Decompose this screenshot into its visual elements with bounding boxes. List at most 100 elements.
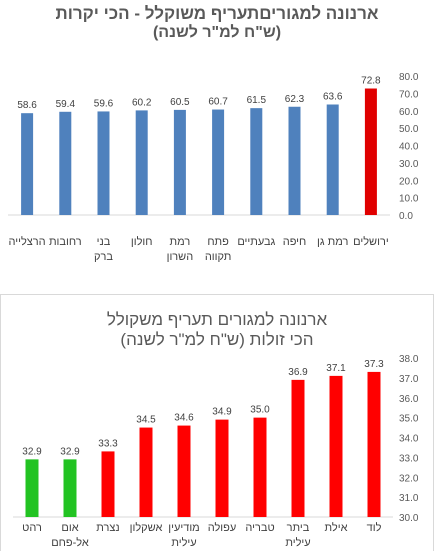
y-tick-label: 70.0 — [399, 89, 419, 100]
bar — [59, 111, 72, 215]
y-tick-label: 20.0 — [399, 176, 419, 187]
category-label-line: מודיעין — [168, 522, 200, 534]
bar — [367, 371, 381, 517]
data-label: 61.5 — [247, 95, 267, 106]
category-label-line: רחובות — [49, 236, 82, 248]
category-label: עפולה — [208, 521, 237, 534]
category-label-line: הרצלייה — [9, 235, 46, 248]
category-label-line: לוד — [367, 521, 382, 534]
chart-subtitle: הכי זולות (ש"ח למ"ר לשנה) — [120, 330, 314, 349]
chart-title: ארנונה למגוריםתעריף משוקלל - הכי יקרות — [55, 4, 379, 23]
y-tick-label: 36.0 — [399, 394, 419, 405]
y-tick-label: 80.0 — [399, 72, 419, 83]
category-label-line: פתח — [207, 236, 229, 248]
data-label: 63.6 — [323, 91, 343, 102]
category-label-line: רמת גן — [317, 236, 348, 248]
chart-plot-area: 30.0 31.0 32.0 33.0 34.0 35.0 36.0 37.0 38.0 37.3… — [13, 354, 419, 549]
y-tick-label: 10.0 — [399, 194, 419, 205]
chart-most-expensive: ארנונה למגוריםתעריף משוקלל - הכי יקרות (… — [8, 4, 419, 263]
bar — [25, 459, 39, 517]
category-label-line: חולון — [131, 235, 153, 248]
data-label: 60.5 — [170, 97, 190, 108]
bar — [177, 425, 191, 517]
bar — [329, 375, 343, 517]
category-label: חולון — [131, 235, 153, 248]
data-label: 34.5 — [136, 415, 156, 426]
category-label: טבריה — [245, 522, 274, 534]
bar — [97, 111, 110, 215]
category-label: מודיעין עילית — [168, 522, 200, 549]
data-label: 34.9 — [212, 407, 232, 418]
bar — [291, 379, 305, 517]
chart-title: ארנונה למגורים תעריף משקולל — [106, 310, 328, 329]
category-label: אילת — [325, 521, 348, 534]
data-label: 59.6 — [94, 98, 114, 109]
data-label: 72.8 — [361, 76, 381, 87]
category-label-line: תקווה — [205, 251, 232, 263]
y-tick-label: 31.0 — [399, 493, 419, 504]
data-label: 62.3 — [285, 94, 305, 105]
bar — [21, 113, 34, 215]
data-label: 60.2 — [132, 97, 152, 108]
category-label: רהט — [22, 522, 42, 534]
data-label: 58.6 — [17, 100, 37, 111]
bar — [139, 427, 153, 517]
chart-cheapest: ארנונה למגורים תעריף משקולל הכי זולות (ש… — [0, 294, 434, 551]
y-tick-label: 0.0 — [399, 211, 413, 222]
category-label: בני ברק — [94, 236, 113, 263]
category-label-line: אילת — [325, 521, 348, 534]
category-label: אום אל-פחם — [51, 522, 89, 549]
data-label: 34.6 — [174, 413, 194, 424]
data-label: 33.3 — [98, 438, 118, 449]
category-label: גבעתיים — [237, 236, 275, 248]
category-label-line: עפולה — [208, 521, 237, 534]
y-tick-label: 40.0 — [399, 142, 419, 153]
category-label-line: טבריה — [245, 522, 274, 534]
y-tick-label: 30.0 — [399, 159, 419, 170]
category-label-line: בני — [97, 236, 111, 248]
category-label: נצרת — [96, 522, 119, 534]
category-label-line: עילית — [171, 536, 196, 549]
data-label: 37.3 — [364, 359, 384, 370]
y-tick-label: 35.0 — [399, 414, 419, 425]
category-label-line: גבעתיים — [237, 236, 275, 248]
category-label-line: ביתר — [287, 522, 310, 534]
data-label: 32.9 — [22, 446, 42, 457]
category-label: ביתר עילית — [285, 522, 310, 549]
category-label-line: רמת — [170, 236, 191, 248]
category-label-line: ירושלים — [353, 235, 389, 248]
bar — [135, 110, 148, 215]
data-label: 60.7 — [208, 97, 228, 108]
y-tick-label: 60.0 — [399, 107, 419, 118]
category-label: רמת השרון — [167, 236, 194, 263]
category-label: אשקלון — [130, 521, 163, 534]
data-label: 35.0 — [250, 405, 270, 416]
data-label: 36.9 — [288, 367, 308, 378]
bar — [215, 419, 229, 517]
bar — [250, 108, 263, 215]
y-tick-label: 50.0 — [399, 124, 419, 135]
category-label-line: אשקלון — [130, 521, 163, 534]
y-tick-label: 32.0 — [399, 473, 419, 484]
bar — [288, 106, 301, 215]
category-label-line: עילית — [285, 536, 310, 549]
chart-plot-area: 0.0 10.0 20.0 30.0 40.0 50.0 60.0 70.0 80.0 72.8 י… — [8, 72, 419, 263]
y-tick-label: 37.0 — [399, 374, 419, 385]
category-label-line: רהט — [22, 522, 42, 534]
category-label: ירושלים — [353, 235, 389, 248]
y-tick-label: 38.0 — [399, 354, 419, 365]
bar — [173, 109, 186, 215]
category-label-line: חיפה — [283, 236, 307, 248]
category-label: רמת גן — [317, 236, 348, 248]
category-label: פתח תקווה — [205, 236, 232, 263]
data-label: 59.4 — [56, 99, 76, 110]
category-label-line: נצרת — [96, 522, 119, 534]
bar — [63, 459, 77, 517]
data-label: 37.1 — [326, 363, 346, 374]
category-label-line: השרון — [167, 251, 194, 263]
bar — [364, 88, 377, 215]
category-label: רחובות — [49, 236, 82, 248]
category-label-line: אום — [61, 522, 78, 534]
category-label: לוד — [367, 521, 382, 534]
category-label-line: אל-פחם — [51, 536, 89, 549]
